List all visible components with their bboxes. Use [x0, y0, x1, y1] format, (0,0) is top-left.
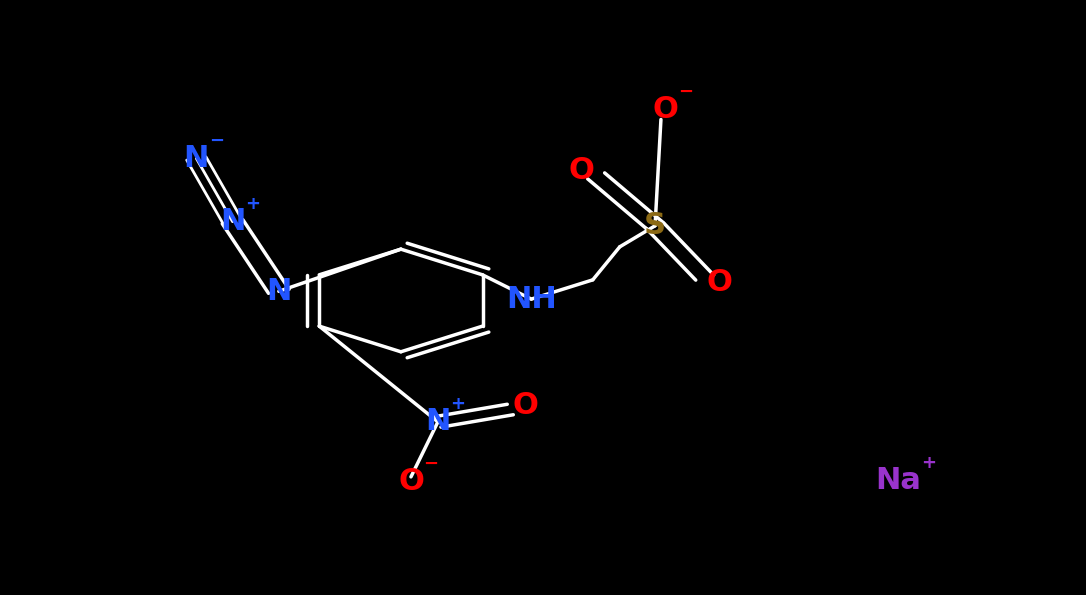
Text: +: +	[451, 396, 466, 414]
Text: N: N	[219, 207, 245, 236]
Text: +: +	[245, 195, 261, 213]
Text: +: +	[921, 453, 936, 472]
Text: N: N	[426, 408, 451, 436]
Text: NH: NH	[506, 284, 557, 314]
Text: N: N	[184, 144, 209, 173]
Text: S: S	[644, 211, 666, 240]
Text: Na: Na	[875, 465, 921, 494]
Text: O: O	[568, 156, 594, 185]
Text: −: −	[678, 83, 693, 101]
Text: −: −	[424, 455, 439, 473]
Text: O: O	[653, 95, 678, 124]
Text: O: O	[399, 467, 424, 496]
Text: N: N	[266, 277, 291, 306]
Text: O: O	[513, 392, 539, 420]
Text: O: O	[707, 268, 733, 297]
Text: −: −	[209, 132, 224, 150]
